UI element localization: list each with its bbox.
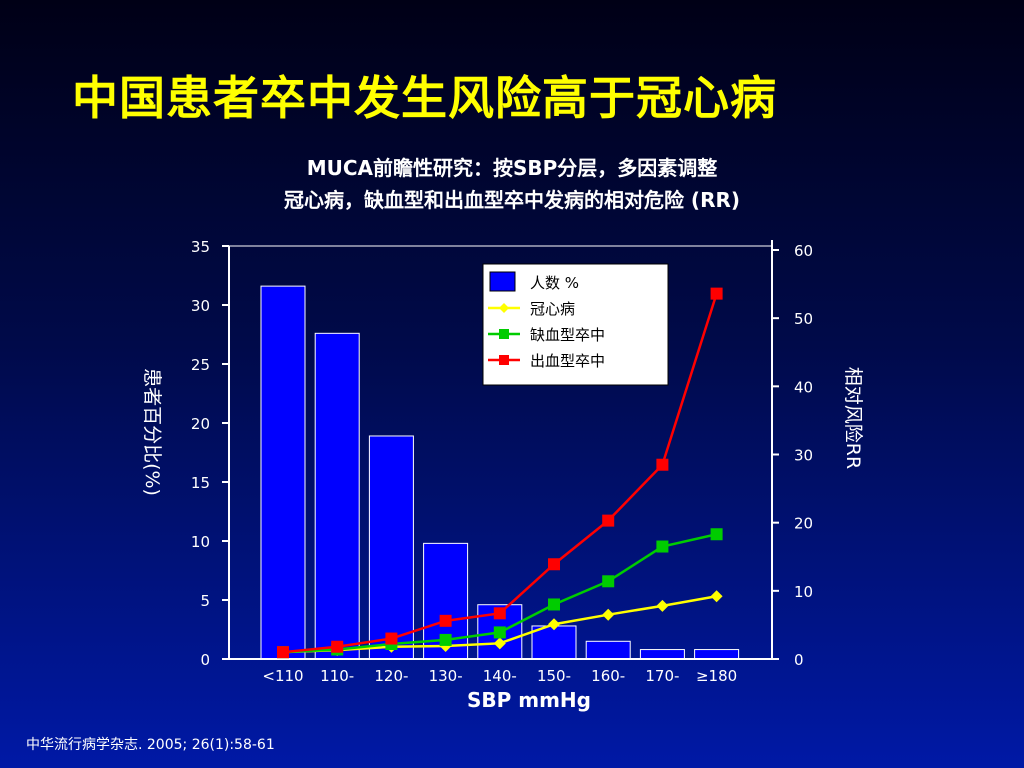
data-point <box>711 528 723 540</box>
x-tick-label: 120- <box>374 667 408 685</box>
right-tick-label: 20 <box>794 515 813 533</box>
x-tick-label: 150- <box>537 667 571 685</box>
left-tick-label: 35 <box>191 238 210 256</box>
left-tick-label: 10 <box>191 533 210 551</box>
data-point <box>277 646 289 658</box>
right-tick-label: 40 <box>794 378 813 396</box>
legend-bar-swatch <box>490 272 515 291</box>
legend-label: 人数 % <box>530 274 579 292</box>
data-point <box>656 459 668 471</box>
x-tick-label: ≥180 <box>696 667 737 685</box>
bar <box>315 333 359 659</box>
x-tick-label: 130- <box>429 667 463 685</box>
x-tick-label: 160- <box>591 667 625 685</box>
y-axis-label-left: 患者百分比(%) <box>141 368 163 496</box>
bar <box>369 436 413 659</box>
y-axis-label-right: 相对风险RR <box>842 367 864 469</box>
right-tick-label: 10 <box>794 583 813 601</box>
data-point <box>494 626 506 638</box>
data-point <box>385 633 397 645</box>
legend-label: 冠心病 <box>530 300 575 318</box>
legend-label: 缺血型卒中 <box>530 326 605 344</box>
left-tick-label: 20 <box>191 415 210 433</box>
citation: 中华流行病学杂志. 2005; 26(1):58-61 <box>26 734 275 754</box>
left-tick-label: 30 <box>191 297 210 315</box>
legend-marker <box>499 355 509 365</box>
left-tick-label: 25 <box>191 356 210 374</box>
data-point <box>711 590 723 602</box>
bar <box>586 641 630 659</box>
data-point <box>602 515 614 527</box>
left-tick-label: 15 <box>191 474 210 492</box>
x-axis-label: SBP mmHg <box>467 688 591 712</box>
right-tick-label: 60 <box>794 242 813 260</box>
data-point <box>440 615 452 627</box>
left-tick-label: 0 <box>200 651 210 669</box>
data-point <box>331 641 343 653</box>
x-tick-label: 170- <box>645 667 679 685</box>
right-tick-label: 30 <box>794 447 813 465</box>
x-tick-label: 140- <box>483 667 517 685</box>
data-point <box>602 575 614 587</box>
data-point <box>602 609 614 621</box>
bar <box>640 650 684 659</box>
data-point <box>548 598 560 610</box>
data-point <box>548 558 560 570</box>
data-point <box>656 600 668 612</box>
legend-marker <box>499 329 509 339</box>
right-tick-label: 50 <box>794 310 813 328</box>
data-point <box>656 541 668 553</box>
data-point <box>494 607 506 619</box>
left-tick-label: 5 <box>200 592 210 610</box>
x-tick-label: 110- <box>320 667 354 685</box>
bar <box>261 286 305 659</box>
right-tick-label: 0 <box>794 651 804 669</box>
bar <box>695 650 739 659</box>
data-point <box>440 634 452 646</box>
x-tick-label: <110 <box>262 667 303 685</box>
legend-label: 出血型卒中 <box>530 352 605 370</box>
data-point <box>711 288 723 300</box>
